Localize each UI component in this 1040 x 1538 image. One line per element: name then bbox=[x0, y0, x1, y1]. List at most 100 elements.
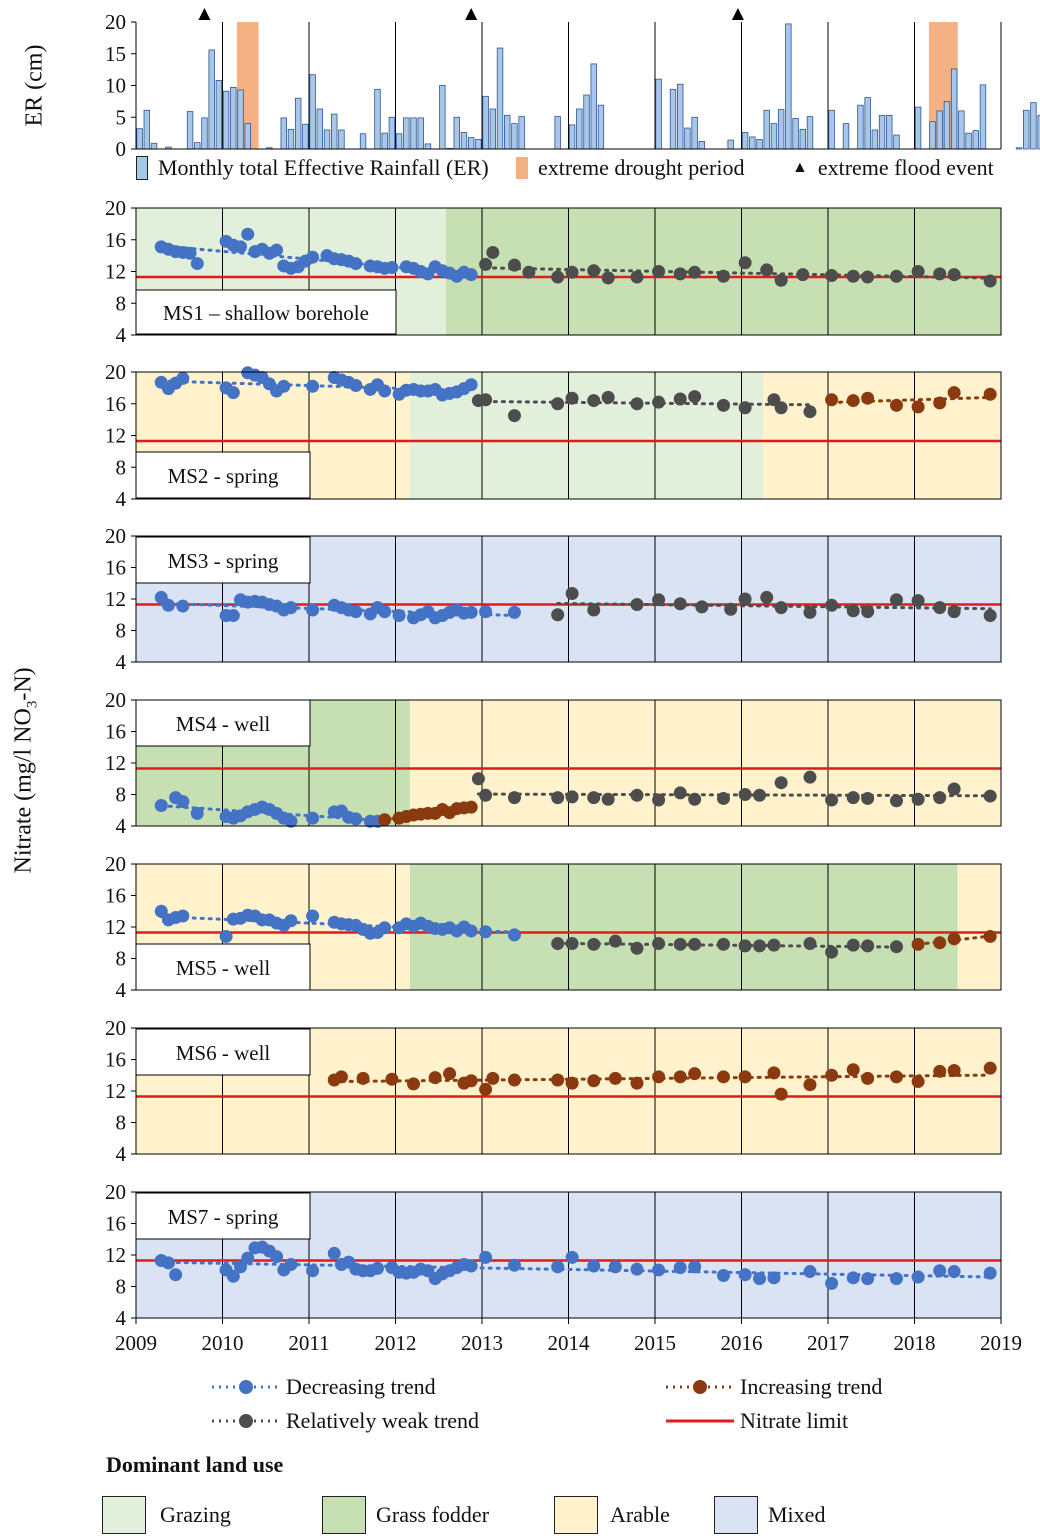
decreasing-data-point bbox=[825, 1276, 839, 1290]
increasing-data-point bbox=[947, 386, 961, 400]
weak-data-point bbox=[551, 397, 565, 411]
y-tick-label: 16 bbox=[105, 392, 126, 416]
nitrate-axis-label: Nitrate (mg/l NO3-N) bbox=[11, 650, 42, 890]
er-bar bbox=[799, 128, 806, 150]
er-bar bbox=[806, 116, 814, 150]
weak-data-point bbox=[522, 265, 536, 279]
er-bar bbox=[374, 88, 381, 150]
y-tick-label: 4 bbox=[116, 1142, 127, 1166]
decreasing-data-point bbox=[176, 371, 190, 385]
x-tick-label: 2019 bbox=[980, 1331, 1022, 1355]
decreasing-data-point bbox=[190, 257, 204, 271]
weak-data-point bbox=[486, 245, 500, 259]
flood-triangle-icon: ▲ bbox=[792, 159, 808, 176]
site-label-box bbox=[135, 699, 311, 747]
er-bar bbox=[943, 100, 951, 150]
y-tick-label: 20 bbox=[105, 1180, 126, 1204]
er-y-tick-label: 15 bbox=[105, 42, 126, 66]
grazing-legend-label: Grazing bbox=[160, 1502, 231, 1527]
increasing-data-point bbox=[608, 1071, 622, 1085]
y-tick-label: 12 bbox=[105, 424, 126, 448]
y-tick-label: 4 bbox=[116, 650, 127, 674]
increasing-data-point bbox=[911, 937, 925, 951]
landuse-band-fodder bbox=[409, 864, 958, 990]
increasing-data-point bbox=[933, 396, 947, 410]
weak-data-point bbox=[760, 263, 774, 277]
increasing-data-point bbox=[933, 1064, 947, 1078]
er-bar bbox=[792, 118, 799, 150]
weak-data-point bbox=[716, 791, 730, 805]
weak-data-point bbox=[630, 941, 644, 955]
er-legend: Monthly total Effective Rainfall (ER) ex… bbox=[0, 155, 1040, 187]
er-bar bbox=[741, 132, 749, 150]
site-label-box bbox=[135, 536, 311, 584]
weak-data-point bbox=[846, 791, 860, 805]
site-label-box bbox=[135, 451, 311, 499]
er-bar-legend-label: Monthly total Effective Rainfall (ER) bbox=[158, 155, 489, 180]
nitrate-panel-ms4: MS4 - well 4 8 12 16 20 bbox=[105, 688, 1002, 838]
er-bar bbox=[979, 84, 987, 150]
er-bar bbox=[936, 110, 943, 150]
weak-data-point bbox=[767, 938, 781, 952]
weak-data-point bbox=[774, 601, 788, 615]
weak-data-point bbox=[716, 937, 730, 951]
weak-data-point bbox=[889, 940, 903, 954]
decreasing-data-point bbox=[507, 928, 521, 942]
weak-trend-symbol bbox=[212, 1414, 280, 1428]
weak-data-point bbox=[601, 792, 615, 806]
er-bar bbox=[417, 117, 424, 150]
weak-data-point bbox=[889, 593, 903, 607]
increasing-data-point bbox=[652, 1070, 666, 1084]
decreasing-data-point bbox=[385, 261, 399, 275]
weak-data-point bbox=[889, 794, 903, 808]
y-tick-label: 16 bbox=[105, 1212, 126, 1236]
weak-data-point bbox=[479, 393, 493, 407]
weak-data-point bbox=[911, 792, 925, 806]
decreasing-data-point bbox=[392, 609, 406, 623]
weak-data-point bbox=[479, 788, 493, 802]
er-bar bbox=[691, 116, 698, 150]
weak-data-point bbox=[652, 395, 666, 409]
weak-data-point bbox=[947, 268, 961, 282]
weak-data-point bbox=[507, 258, 521, 272]
weak-data-point bbox=[565, 790, 579, 804]
weak-data-point bbox=[608, 934, 622, 948]
nitrate-panel-ms5: MS5 - well 4 8 12 16 20 bbox=[105, 852, 1002, 1002]
site-label: MS2 - spring bbox=[168, 464, 279, 488]
er-bar bbox=[756, 139, 763, 150]
weak-data-point bbox=[688, 937, 702, 951]
decreasing-data-point bbox=[241, 227, 255, 241]
er-bar bbox=[504, 114, 511, 150]
er-bar bbox=[886, 114, 893, 150]
flood-event-marker bbox=[465, 8, 478, 20]
decreasing-data-point bbox=[284, 601, 298, 615]
er-bar bbox=[294, 97, 302, 150]
increasing-data-point bbox=[464, 800, 478, 814]
weak-data-point bbox=[652, 593, 666, 607]
landuse-band-arable bbox=[957, 864, 1001, 990]
er-bar bbox=[857, 104, 864, 150]
weak-data-point bbox=[551, 791, 565, 805]
fodder-swatch bbox=[322, 1496, 366, 1534]
nitrate-axis-label-subscript: 3 bbox=[24, 700, 41, 709]
decreasing-data-point bbox=[464, 605, 478, 619]
weak-data-point bbox=[630, 788, 644, 802]
increasing-data-point bbox=[378, 813, 392, 827]
increasing-data-point bbox=[688, 1067, 702, 1081]
site-label: MS1 – shallow borehole bbox=[163, 301, 369, 325]
weak-data-point bbox=[738, 401, 752, 415]
er-bar bbox=[208, 49, 215, 150]
limit-line-symbol bbox=[666, 1419, 734, 1423]
er-bar bbox=[439, 85, 446, 150]
arable-legend-label: Arable bbox=[610, 1502, 670, 1527]
increasing-data-point bbox=[673, 1070, 687, 1084]
weak-data-point bbox=[825, 268, 839, 282]
er-bar bbox=[215, 80, 223, 150]
decreasing-data-point bbox=[284, 1257, 298, 1271]
decreasing-data-point bbox=[587, 1259, 601, 1273]
site-label: MS5 - well bbox=[176, 956, 271, 980]
er-bar bbox=[150, 142, 158, 150]
weak-data-point bbox=[507, 409, 521, 423]
weak-data-point bbox=[911, 265, 925, 278]
increasing-data-point bbox=[825, 393, 839, 407]
